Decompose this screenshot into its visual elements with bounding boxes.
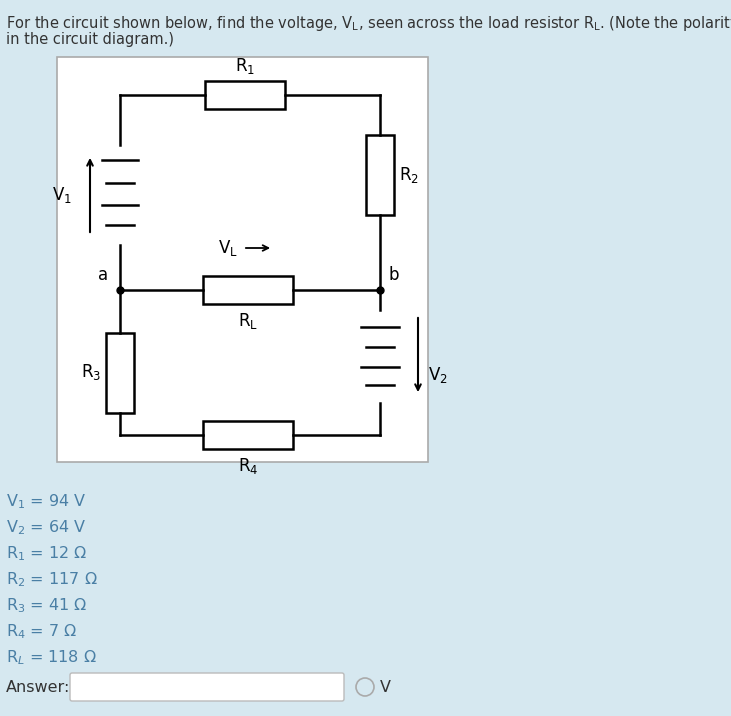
Text: R$_1$: R$_1$: [235, 56, 255, 76]
Text: R$_{1}$ = 12 Ω: R$_{1}$ = 12 Ω: [6, 544, 88, 563]
Bar: [106, 332, 134, 412]
Text: V$_{1}$ = 94 V: V$_{1}$ = 94 V: [6, 492, 86, 511]
Text: R$_{2}$ = 117 Ω: R$_{2}$ = 117 Ω: [6, 570, 98, 589]
Text: b: b: [388, 266, 398, 284]
Text: R$_{4}$ = 7 Ω: R$_{4}$ = 7 Ω: [6, 622, 77, 641]
Bar: [203, 276, 293, 304]
Bar: [203, 421, 293, 449]
Text: R$_\mathrm{L}$: R$_\mathrm{L}$: [238, 311, 258, 331]
Text: a: a: [98, 266, 108, 284]
Text: For the circuit shown below, find the voltage, V$_\mathrm{L}$, seen across the l: For the circuit shown below, find the vo…: [6, 14, 731, 33]
Text: V$_\mathrm{L}$: V$_\mathrm{L}$: [218, 238, 238, 258]
Text: R$_4$: R$_4$: [238, 456, 258, 476]
Text: V$_1$: V$_1$: [52, 185, 72, 205]
Text: in the circuit diagram.): in the circuit diagram.): [6, 32, 174, 47]
Bar: [205, 81, 285, 109]
Text: R$_{3}$ = 41 Ω: R$_{3}$ = 41 Ω: [6, 596, 88, 615]
Text: R$_2$: R$_2$: [399, 165, 419, 185]
Text: V: V: [380, 679, 391, 695]
Bar: [366, 135, 394, 215]
Text: R$_3$: R$_3$: [81, 362, 101, 382]
Text: V$_{2}$ = 64 V: V$_{2}$ = 64 V: [6, 518, 86, 537]
FancyBboxPatch shape: [70, 673, 344, 701]
Text: Answer:: Answer:: [6, 679, 70, 695]
Text: R$_{L}$ = 118 Ω: R$_{L}$ = 118 Ω: [6, 648, 96, 667]
Text: V$_2$: V$_2$: [428, 365, 448, 385]
Bar: [57, 57, 428, 462]
